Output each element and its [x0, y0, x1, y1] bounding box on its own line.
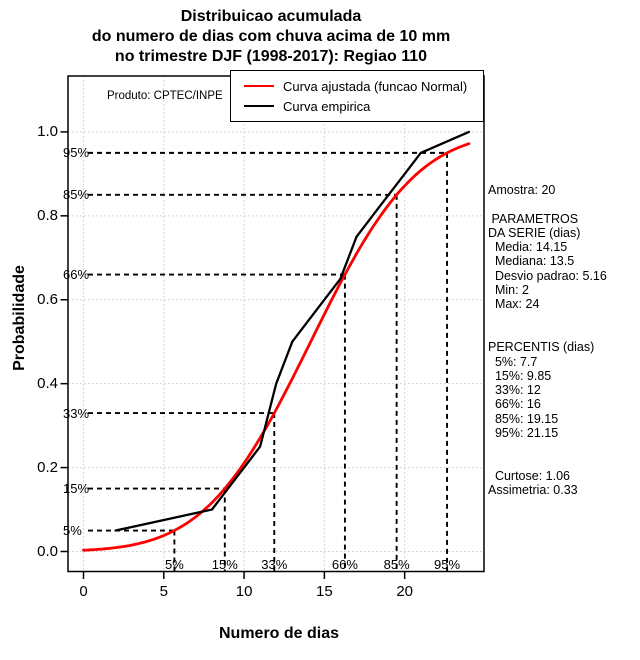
x-tick-label: 20 [396, 583, 413, 600]
stats-line: Max: 24 [488, 297, 540, 312]
stats-line: Curtose: 1.06 [488, 468, 570, 483]
stats-line [488, 455, 607, 469]
stats-line: 95%: 21.15 [488, 426, 559, 441]
title-line-3: no trimestre DJF (1998-2017): Regiao 110 [114, 48, 428, 65]
legend-row-fitted: Curva ajustada (funcao Normal) [244, 78, 483, 94]
y-tick-label: 0.6 [37, 291, 58, 309]
title-line-2: do numero de dias com chuva acima de 10 … [91, 28, 451, 45]
x-tick-label: 5 [159, 583, 168, 600]
title-line-1: Distribuicao acumulada [180, 8, 362, 25]
x-tick-label: 10 [235, 583, 253, 600]
percentile-label-bottom: 95% [434, 556, 461, 572]
y-tick-label: 0.0 [37, 543, 58, 560]
percentile-label-bottom: 85% [383, 556, 410, 572]
stats-line [488, 440, 607, 454]
percentile-label-bottom: 33% [261, 556, 288, 572]
stats-line: Min: 2 [488, 283, 529, 298]
y-tick-label: 1.0 [37, 123, 58, 141]
stats-line: DA SERIE (dias) [488, 225, 581, 240]
stats-line: 66%: 16 [488, 397, 541, 412]
x-tick-label: 15 [316, 583, 333, 600]
stats-line: PERCENTIS (dias) [488, 340, 595, 355]
percentile-label-bottom: 15% [211, 556, 238, 572]
stats-line: 5%: 7.7 [488, 354, 538, 369]
stats-line: Amostra: 20 [488, 183, 556, 197]
x-axis-title: Numero de dias [218, 625, 340, 642]
stats-line: 15%: 9.85 [488, 368, 552, 383]
product-label: Produto: CPTEC/INPE [107, 90, 223, 102]
chart-title: Distribuicao acumulada do numero de dias… [0, 7, 542, 67]
plot-frame [67, 75, 485, 573]
stats-line: 33%: 12 [488, 383, 541, 398]
y-tick-label: 0.4 [37, 375, 58, 393]
stats-line: 85%: 19.15 [488, 411, 559, 426]
percentile-label-left: 15% [63, 481, 90, 497]
x-tick-label: 0 [79, 583, 88, 600]
legend-label-empirical: Curva empirica [283, 98, 371, 114]
percentile-label-left: 95% [63, 145, 90, 161]
y-tick-label: 0.2 [37, 459, 58, 477]
stats-line: Mediana: 13.5 [488, 254, 575, 269]
y-tick-label: 0.8 [37, 207, 58, 225]
empirical-line-sample-icon [244, 104, 274, 108]
stats-line: PARAMETROS [488, 211, 579, 226]
percentile-label-bottom: 5% [164, 556, 184, 572]
percentile-label-left: 66% [63, 267, 90, 283]
percentile-label-left: 5% [63, 523, 82, 539]
legend-row-empirical: Curva empirica [244, 98, 483, 114]
legend-label-fitted: Curva ajustada (funcao Normal) [283, 78, 468, 94]
fitted-line-sample-icon [244, 84, 274, 88]
stats-line: Desvio padrao: 5.16 [488, 268, 607, 283]
stats-line [488, 326, 607, 340]
stats-line: Media: 14.15 [488, 240, 568, 255]
percentile-label-left: 85% [63, 187, 90, 203]
stats-line: Assimetria: 0.33 [488, 483, 578, 498]
stats-line [488, 197, 607, 211]
percentile-label-bottom: 66% [331, 556, 358, 572]
empirical-curve [114, 130, 471, 532]
stats-panel: Amostra: 20 PARAMETROS DA SERIE (dias) Me… [488, 183, 607, 498]
y-axis-title: Probabilidade [11, 265, 28, 371]
legend-box: Curva ajustada (funcao Normal) Curva emp… [230, 70, 484, 122]
percentile-label-left: 33% [63, 405, 90, 421]
fitted-curve [82, 142, 471, 552]
stats-line [488, 312, 607, 326]
